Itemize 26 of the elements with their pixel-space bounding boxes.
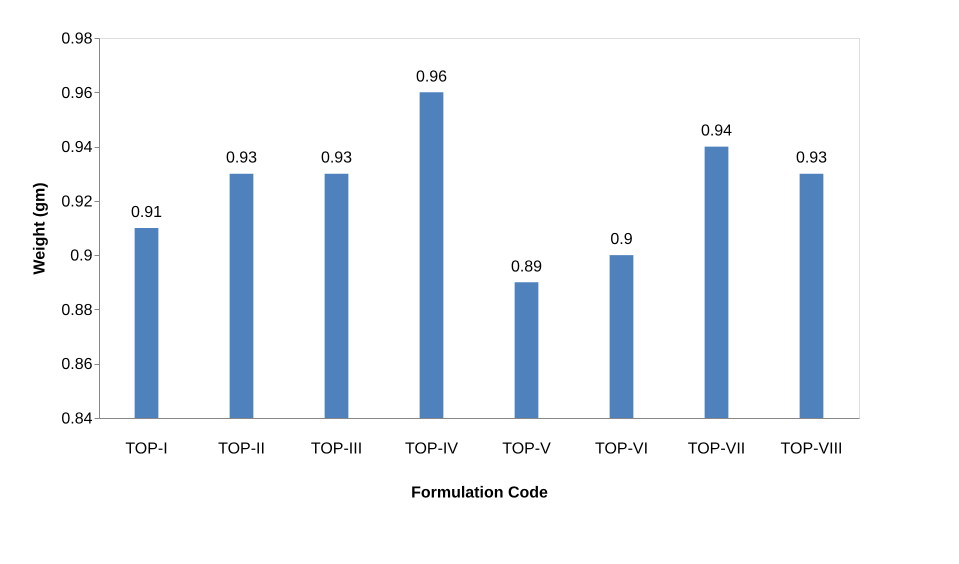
x-axis-title: Formulation Code: [411, 484, 548, 502]
y-tick-label: 0.92: [61, 193, 93, 210]
x-tick-label: TOP-III: [310, 440, 362, 458]
x-tick-label: TOP-V: [502, 440, 552, 458]
x-tick-label: TOP-I: [125, 440, 168, 458]
data-label: 0.93: [226, 150, 258, 167]
x-tick-label: TOP-VI: [594, 440, 648, 458]
data-label: 0.93: [320, 150, 352, 167]
data-label: 0.9: [610, 231, 633, 248]
x-tick-label: TOP-IV: [404, 440, 458, 458]
x-tick-label: TOP-II: [218, 440, 265, 458]
y-tick-label: 0.86: [61, 356, 93, 374]
y-tick-label: 0.88: [61, 302, 93, 319]
y-tick-label: 0.94: [61, 139, 93, 156]
data-label: 0.93: [796, 150, 828, 167]
y-tick-label: 0.84: [61, 410, 93, 428]
y-tick-label: 0.98: [61, 30, 93, 48]
y-tick-label: 0.96: [61, 84, 93, 102]
data-label: 0.91: [130, 204, 162, 221]
data-label: 0.89: [510, 258, 542, 276]
y-tick-label: 0.9: [70, 248, 93, 265]
x-tick-label: TOP-VII: [688, 440, 746, 458]
data-label: 0.94: [700, 122, 732, 140]
x-tick-label: TOP-VIII: [780, 440, 842, 458]
data-label: 0.96: [416, 68, 448, 86]
y-axis-title: Weight (gm): [31, 182, 48, 275]
